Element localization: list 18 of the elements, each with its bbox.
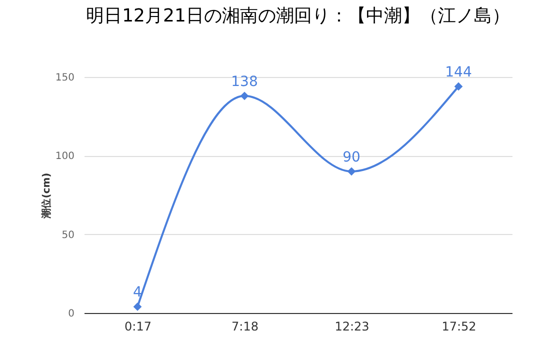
data-label: 144 [445,64,472,80]
chart-title: 明日12月21日の湘南の潮回り：【中潮】（江ノ島） [86,5,510,26]
point [133,302,142,311]
x-tick-label: 0:17 [124,320,152,334]
y-tick-label: 150 [55,72,74,84]
y-tick-label: 0 [68,308,74,320]
data-label: 4 [133,284,142,301]
point [454,82,463,91]
x-tick-label: 17:52 [442,320,476,334]
y-tick-label: 100 [55,151,74,162]
y-tick-label: 50 [62,230,74,241]
point [347,167,356,176]
point [240,92,249,100]
data-label: 90 [342,149,360,166]
x-tick-label: 12:23 [334,320,370,334]
x-tick-label: 7:18 [232,320,258,334]
data-label: 138 [231,74,258,90]
y-axis-title: 潮位(cm) [40,172,52,220]
